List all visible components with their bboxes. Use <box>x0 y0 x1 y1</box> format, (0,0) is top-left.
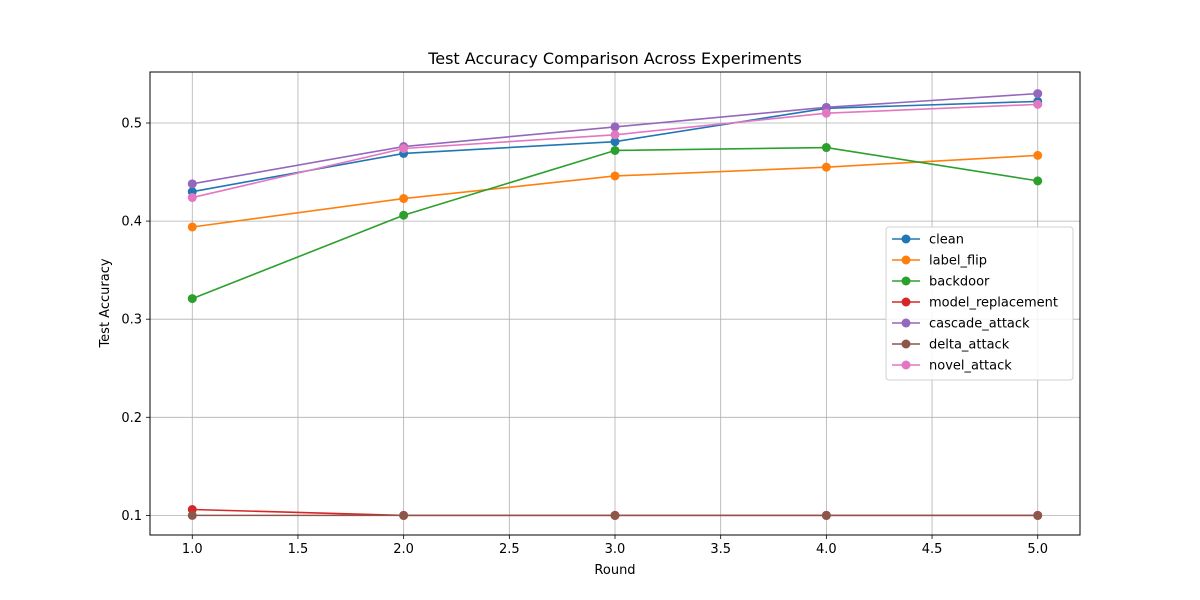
legend-label: novel_attack <box>929 359 1012 374</box>
legend: clean label_flip backdoor model_replacement… <box>885 226 1074 381</box>
data-point-cascade_attack <box>610 122 620 132</box>
x-tick-label: 4.5 <box>922 542 943 557</box>
legend-label: clean <box>929 233 964 248</box>
legend-item-label_flip: label_flip <box>892 254 987 269</box>
data-point-delta_attack <box>399 510 409 520</box>
data-point-novel_attack <box>610 130 620 140</box>
data-point-backdoor <box>821 143 831 153</box>
data-point-clean <box>610 137 620 147</box>
data-point-delta_attack <box>610 510 620 520</box>
x-tick-label: 2.5 <box>499 542 520 557</box>
legend-swatch-marker <box>901 360 911 370</box>
y-tick-label: 0.5 <box>121 117 142 132</box>
data-point-backdoor <box>610 145 620 155</box>
data-point-novel_attack <box>399 144 409 154</box>
legend-label: delta_attack <box>929 338 1010 353</box>
legend-swatch-marker <box>901 339 911 349</box>
data-point-novel_attack <box>187 193 197 203</box>
y-axis-label: Test Accuracy <box>98 258 113 348</box>
legend-item-delta_attack: delta_attack <box>892 338 1010 353</box>
data-point-delta_attack <box>1033 510 1043 520</box>
legend-item-novel_attack: novel_attack <box>892 359 1012 374</box>
series-cascade_attack <box>187 89 1043 189</box>
data-point-label_flip <box>399 194 409 204</box>
y-tick-label: 0.1 <box>121 509 142 524</box>
legend-item-backdoor: backdoor <box>892 275 990 290</box>
series-backdoor <box>187 143 1043 304</box>
series-label_flip <box>187 150 1043 232</box>
y-tick-label: 0.3 <box>121 313 142 328</box>
data-point-label_flip <box>187 222 197 232</box>
x-tick-label: 3.5 <box>710 542 731 557</box>
x-tick-label: 5.0 <box>1027 542 1048 557</box>
data-point-delta_attack <box>187 510 197 520</box>
legend-label: label_flip <box>929 254 987 269</box>
x-tick-label: 3.0 <box>605 542 626 557</box>
data-point-cascade_attack <box>187 179 197 189</box>
data-point-backdoor <box>399 210 409 220</box>
x-tick-label: 2.0 <box>393 542 414 557</box>
data-point-label_flip <box>610 171 620 181</box>
data-point-backdoor <box>1033 176 1043 186</box>
legend-item-cascade_attack: cascade_attack <box>892 317 1030 332</box>
x-axis-label: Round <box>594 563 635 578</box>
series-novel_attack <box>187 99 1043 203</box>
legend-label: cascade_attack <box>929 317 1030 332</box>
y-tick-label: 0.2 <box>121 411 142 426</box>
y-tick-label: 0.4 <box>121 215 142 230</box>
data-point-delta_attack <box>821 510 831 520</box>
legend-label: model_replacement <box>929 296 1058 311</box>
data-point-label_flip <box>821 162 831 172</box>
legend-item-model_replacement: model_replacement <box>892 296 1058 311</box>
x-tick-label: 4.0 <box>816 542 837 557</box>
data-point-label_flip <box>1033 150 1043 160</box>
legend-box <box>885 226 1074 381</box>
legend-item-clean: clean <box>892 233 964 248</box>
series-lines <box>187 89 1043 520</box>
x-tick-label: 1.0 <box>182 542 203 557</box>
legend-swatch-marker <box>901 276 911 286</box>
legend-swatch-marker <box>901 255 911 265</box>
legend-swatch-marker <box>901 297 911 307</box>
chart-title: Test Accuracy Comparison Across Experime… <box>427 49 802 68</box>
series-delta_attack <box>187 510 1043 520</box>
x-tick-label: 1.5 <box>288 542 309 557</box>
data-point-novel_attack <box>821 108 831 118</box>
data-point-backdoor <box>187 294 197 304</box>
legend-label: backdoor <box>929 275 990 290</box>
data-point-novel_attack <box>1033 99 1043 109</box>
legend-swatch-marker <box>901 234 911 244</box>
data-point-cascade_attack <box>1033 89 1043 99</box>
axis-ticks: 1.0 1.5 2.0 2.5 3.0 3.5 4.0 4.5 5.0 0.1 0.2 0.3 0.4 0… <box>121 117 1048 557</box>
legend-swatch-marker <box>901 318 911 328</box>
